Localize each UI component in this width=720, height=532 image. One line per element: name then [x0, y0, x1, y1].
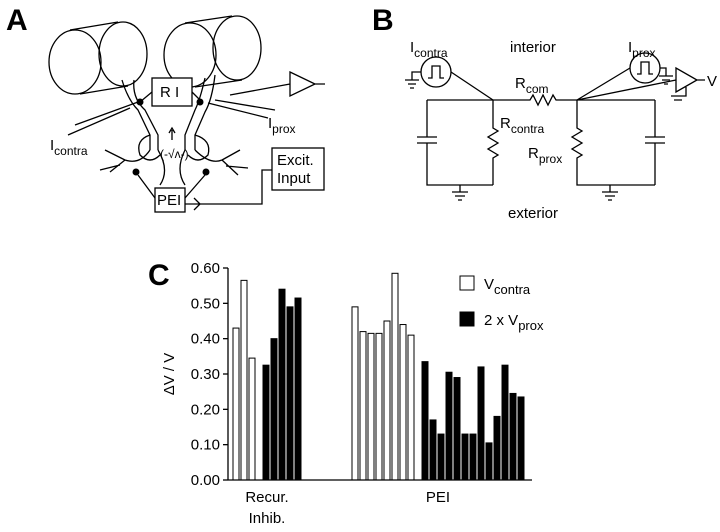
label-base: R — [528, 145, 539, 162]
label-sub: prox — [539, 152, 562, 166]
bar — [501, 364, 509, 481]
bar — [232, 327, 240, 481]
bar — [278, 288, 286, 481]
y-tick-label: 0.50 — [191, 295, 220, 312]
bar — [399, 324, 407, 481]
bar — [359, 331, 367, 481]
label-base: R — [515, 75, 526, 92]
legend-label: Vcontra — [484, 276, 531, 297]
bar — [493, 415, 501, 481]
ri-label: R I — [160, 84, 179, 101]
legend-swatch — [459, 275, 475, 291]
bar — [429, 419, 437, 481]
neuron-drawing: (-√ᴧ-) — [48, 15, 325, 213]
bar — [391, 272, 399, 481]
label-sub: contra — [494, 282, 531, 297]
label-sub: contra — [511, 122, 545, 136]
bar — [375, 332, 383, 481]
legend-swatch — [459, 311, 475, 327]
bar — [477, 366, 485, 481]
bar — [453, 377, 461, 481]
pei-label: PEI — [157, 192, 181, 209]
bar — [367, 332, 375, 481]
interior-label: interior — [510, 39, 556, 56]
bar — [286, 306, 294, 481]
excit-label: Excit. — [277, 152, 314, 169]
bar — [294, 297, 302, 481]
label-sub: contra — [54, 144, 88, 158]
i-prox-label: Iprox — [628, 39, 656, 60]
panel-b: B Icontra Iprox interior exterior Rcom R… — [372, 4, 717, 222]
label-sub: contra — [414, 46, 448, 60]
bar — [421, 361, 429, 481]
synapse — [136, 98, 144, 106]
r-contra-label: Rcontra — [500, 115, 545, 136]
y-tick-label: 0.60 — [191, 260, 220, 277]
synapse — [132, 168, 140, 176]
circuit — [405, 52, 705, 201]
bar — [485, 442, 493, 481]
bar — [383, 320, 391, 481]
y-tick-label: 0.20 — [191, 401, 220, 418]
label-base: I — [268, 115, 272, 132]
bar — [437, 433, 445, 481]
panel-c: C ΔV / V 0.00 0.10 0.20 0.30 0.40 0.50 0.60 Rec… — [148, 259, 544, 527]
label-sub: prox — [632, 46, 655, 60]
i-contra-label: Icontra — [410, 39, 448, 60]
bar — [262, 364, 270, 481]
label-base: V — [484, 276, 494, 293]
y-tick-label: 0.00 — [191, 472, 220, 489]
i-contra-label: Icontra — [50, 137, 88, 158]
svg-text:(-√ᴧ-): (-√ᴧ-) — [160, 147, 189, 161]
bar — [407, 334, 415, 481]
r-prox-label: Rprox — [528, 145, 562, 166]
x-tick-label: Recur. — [245, 489, 288, 506]
y-tick-label: 0.10 — [191, 437, 220, 454]
r-com-label: Rcom — [515, 75, 549, 96]
bar — [461, 433, 469, 481]
bar — [248, 357, 256, 481]
synapse — [196, 98, 204, 106]
bar — [351, 306, 359, 481]
legend-label: 2 x Vprox — [484, 312, 544, 333]
panel-label: A — [6, 4, 28, 37]
label-base: R — [500, 115, 511, 132]
bar — [517, 396, 525, 481]
bar — [509, 392, 517, 481]
panel-label: B — [372, 4, 394, 37]
label-sub: com — [526, 82, 549, 96]
bar — [469, 433, 477, 481]
panel-a: A (-√ᴧ-) R I PEI Excit. — [6, 4, 325, 213]
label-sub: prox — [518, 318, 544, 333]
synapse — [202, 168, 210, 176]
i-prox-label: Iprox — [268, 115, 296, 136]
bar — [240, 279, 248, 481]
label-sub: prox — [272, 122, 295, 136]
label-base: I — [628, 39, 632, 56]
x-tick-label: PEI — [426, 489, 450, 506]
v-label: V — [707, 73, 717, 90]
y-tick-label: 0.40 — [191, 331, 220, 348]
y-axis-label: ΔV / V — [161, 353, 178, 396]
x-tick-label: Inhib. — [249, 510, 286, 527]
panel-label: C — [148, 259, 170, 292]
label-base: I — [410, 39, 414, 56]
exterior-label: exterior — [508, 205, 558, 222]
bar — [270, 338, 278, 481]
bar — [445, 371, 453, 481]
y-tick-label: 0.30 — [191, 366, 220, 383]
label-base: 2 x V — [484, 312, 518, 329]
label-base: I — [50, 137, 54, 154]
excit-label: Input — [277, 170, 311, 187]
